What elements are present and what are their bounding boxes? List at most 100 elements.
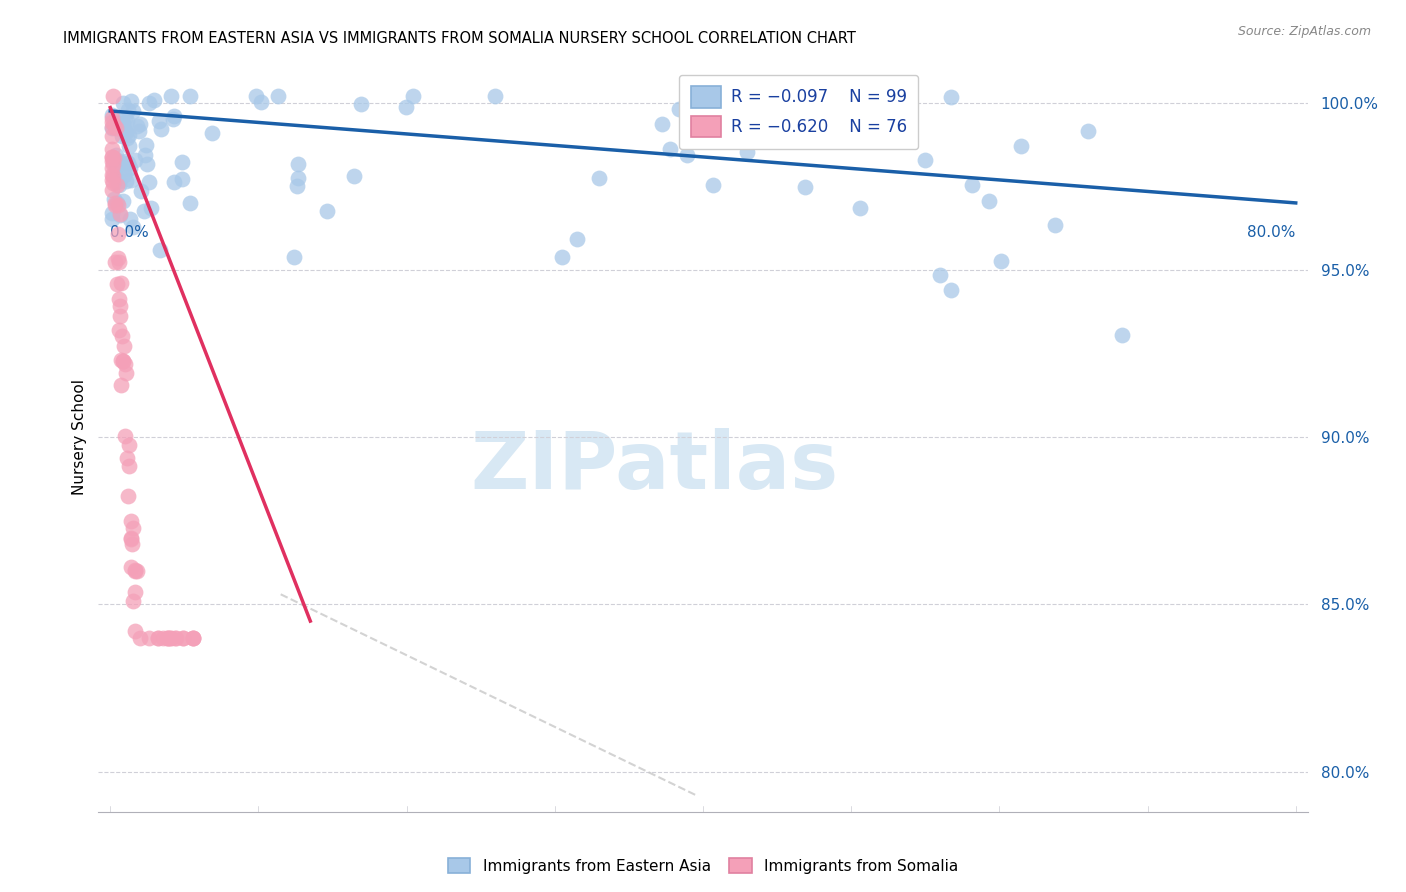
Point <box>120 531 142 545</box>
Point <box>114 111 136 125</box>
Point <box>160 89 183 103</box>
Point <box>124 624 146 639</box>
Point <box>135 138 157 153</box>
Point <box>249 95 271 109</box>
Point <box>108 178 131 193</box>
Point <box>148 113 170 128</box>
Point <box>129 631 152 645</box>
Point <box>120 560 142 574</box>
Point <box>138 175 160 189</box>
Point <box>172 631 194 645</box>
Point <box>110 276 132 290</box>
Point <box>267 89 290 103</box>
Point <box>960 178 983 192</box>
Point <box>118 161 141 176</box>
Point <box>1043 218 1066 232</box>
Point <box>285 179 308 194</box>
Point <box>170 172 193 186</box>
Point <box>287 171 309 186</box>
Point <box>110 208 132 222</box>
Point <box>111 194 134 209</box>
Point <box>115 451 138 466</box>
Point <box>990 253 1012 268</box>
Point <box>156 631 179 645</box>
Y-axis label: Nursery School: Nursery School <box>72 379 87 495</box>
Point <box>108 206 131 220</box>
Point <box>100 114 122 128</box>
Point <box>115 153 138 168</box>
Point <box>120 514 142 528</box>
Point <box>124 564 146 578</box>
Point <box>122 220 145 235</box>
Point <box>108 299 131 313</box>
Point <box>101 212 124 227</box>
Point <box>103 151 125 165</box>
Text: Source: ZipAtlas.com: Source: ZipAtlas.com <box>1237 25 1371 38</box>
Point <box>138 96 160 111</box>
Point <box>118 438 141 452</box>
Point <box>104 195 127 210</box>
Point <box>117 489 139 503</box>
Point <box>484 89 506 103</box>
Point <box>179 89 201 103</box>
Point <box>152 631 174 645</box>
Point <box>134 204 156 219</box>
Point <box>565 232 588 246</box>
Point <box>181 631 204 645</box>
Point <box>138 631 160 645</box>
Point <box>134 147 156 161</box>
Point <box>100 169 122 183</box>
Point <box>118 128 141 142</box>
Text: IMMIGRANTS FROM EASTERN ASIA VS IMMIGRANTS FROM SOMALIA NURSERY SCHOOL CORRELATI: IMMIGRANTS FROM EASTERN ASIA VS IMMIGRAN… <box>63 31 856 46</box>
Point <box>121 537 143 551</box>
Point <box>165 631 187 645</box>
Point <box>183 631 205 645</box>
Point <box>129 184 152 198</box>
Point <box>162 112 184 126</box>
Point <box>117 155 139 169</box>
Point <box>111 129 134 144</box>
Point <box>148 243 170 257</box>
Point <box>136 157 159 171</box>
Point <box>142 93 165 107</box>
Point <box>107 227 129 241</box>
Point <box>316 203 339 218</box>
Point <box>100 142 122 156</box>
Point <box>111 114 134 128</box>
Point <box>827 89 849 103</box>
Point <box>103 118 125 132</box>
Point <box>122 104 145 119</box>
Point <box>114 125 136 139</box>
Point <box>551 250 574 264</box>
Point <box>651 117 673 131</box>
Point <box>101 206 124 220</box>
Point <box>118 139 141 153</box>
Point <box>787 89 810 103</box>
Point <box>101 173 124 187</box>
Point <box>183 631 205 645</box>
Point <box>114 367 136 381</box>
Point <box>104 197 127 211</box>
Point <box>124 584 146 599</box>
Point <box>794 179 817 194</box>
Point <box>107 251 129 265</box>
Point <box>849 201 872 215</box>
Point <box>114 169 136 183</box>
Point <box>112 339 135 353</box>
Text: 80.0%: 80.0% <box>1247 225 1296 240</box>
Point <box>107 323 129 337</box>
Point <box>122 594 145 608</box>
Point <box>179 195 201 210</box>
Point <box>157 631 180 645</box>
Point <box>115 174 138 188</box>
Point <box>402 89 425 103</box>
Point <box>100 153 122 168</box>
Point <box>117 103 139 117</box>
Point <box>114 357 136 371</box>
Point <box>122 520 145 534</box>
Point <box>100 150 122 164</box>
Point <box>112 353 135 368</box>
Point <box>100 120 122 135</box>
Point <box>101 169 124 184</box>
Point <box>110 309 132 323</box>
